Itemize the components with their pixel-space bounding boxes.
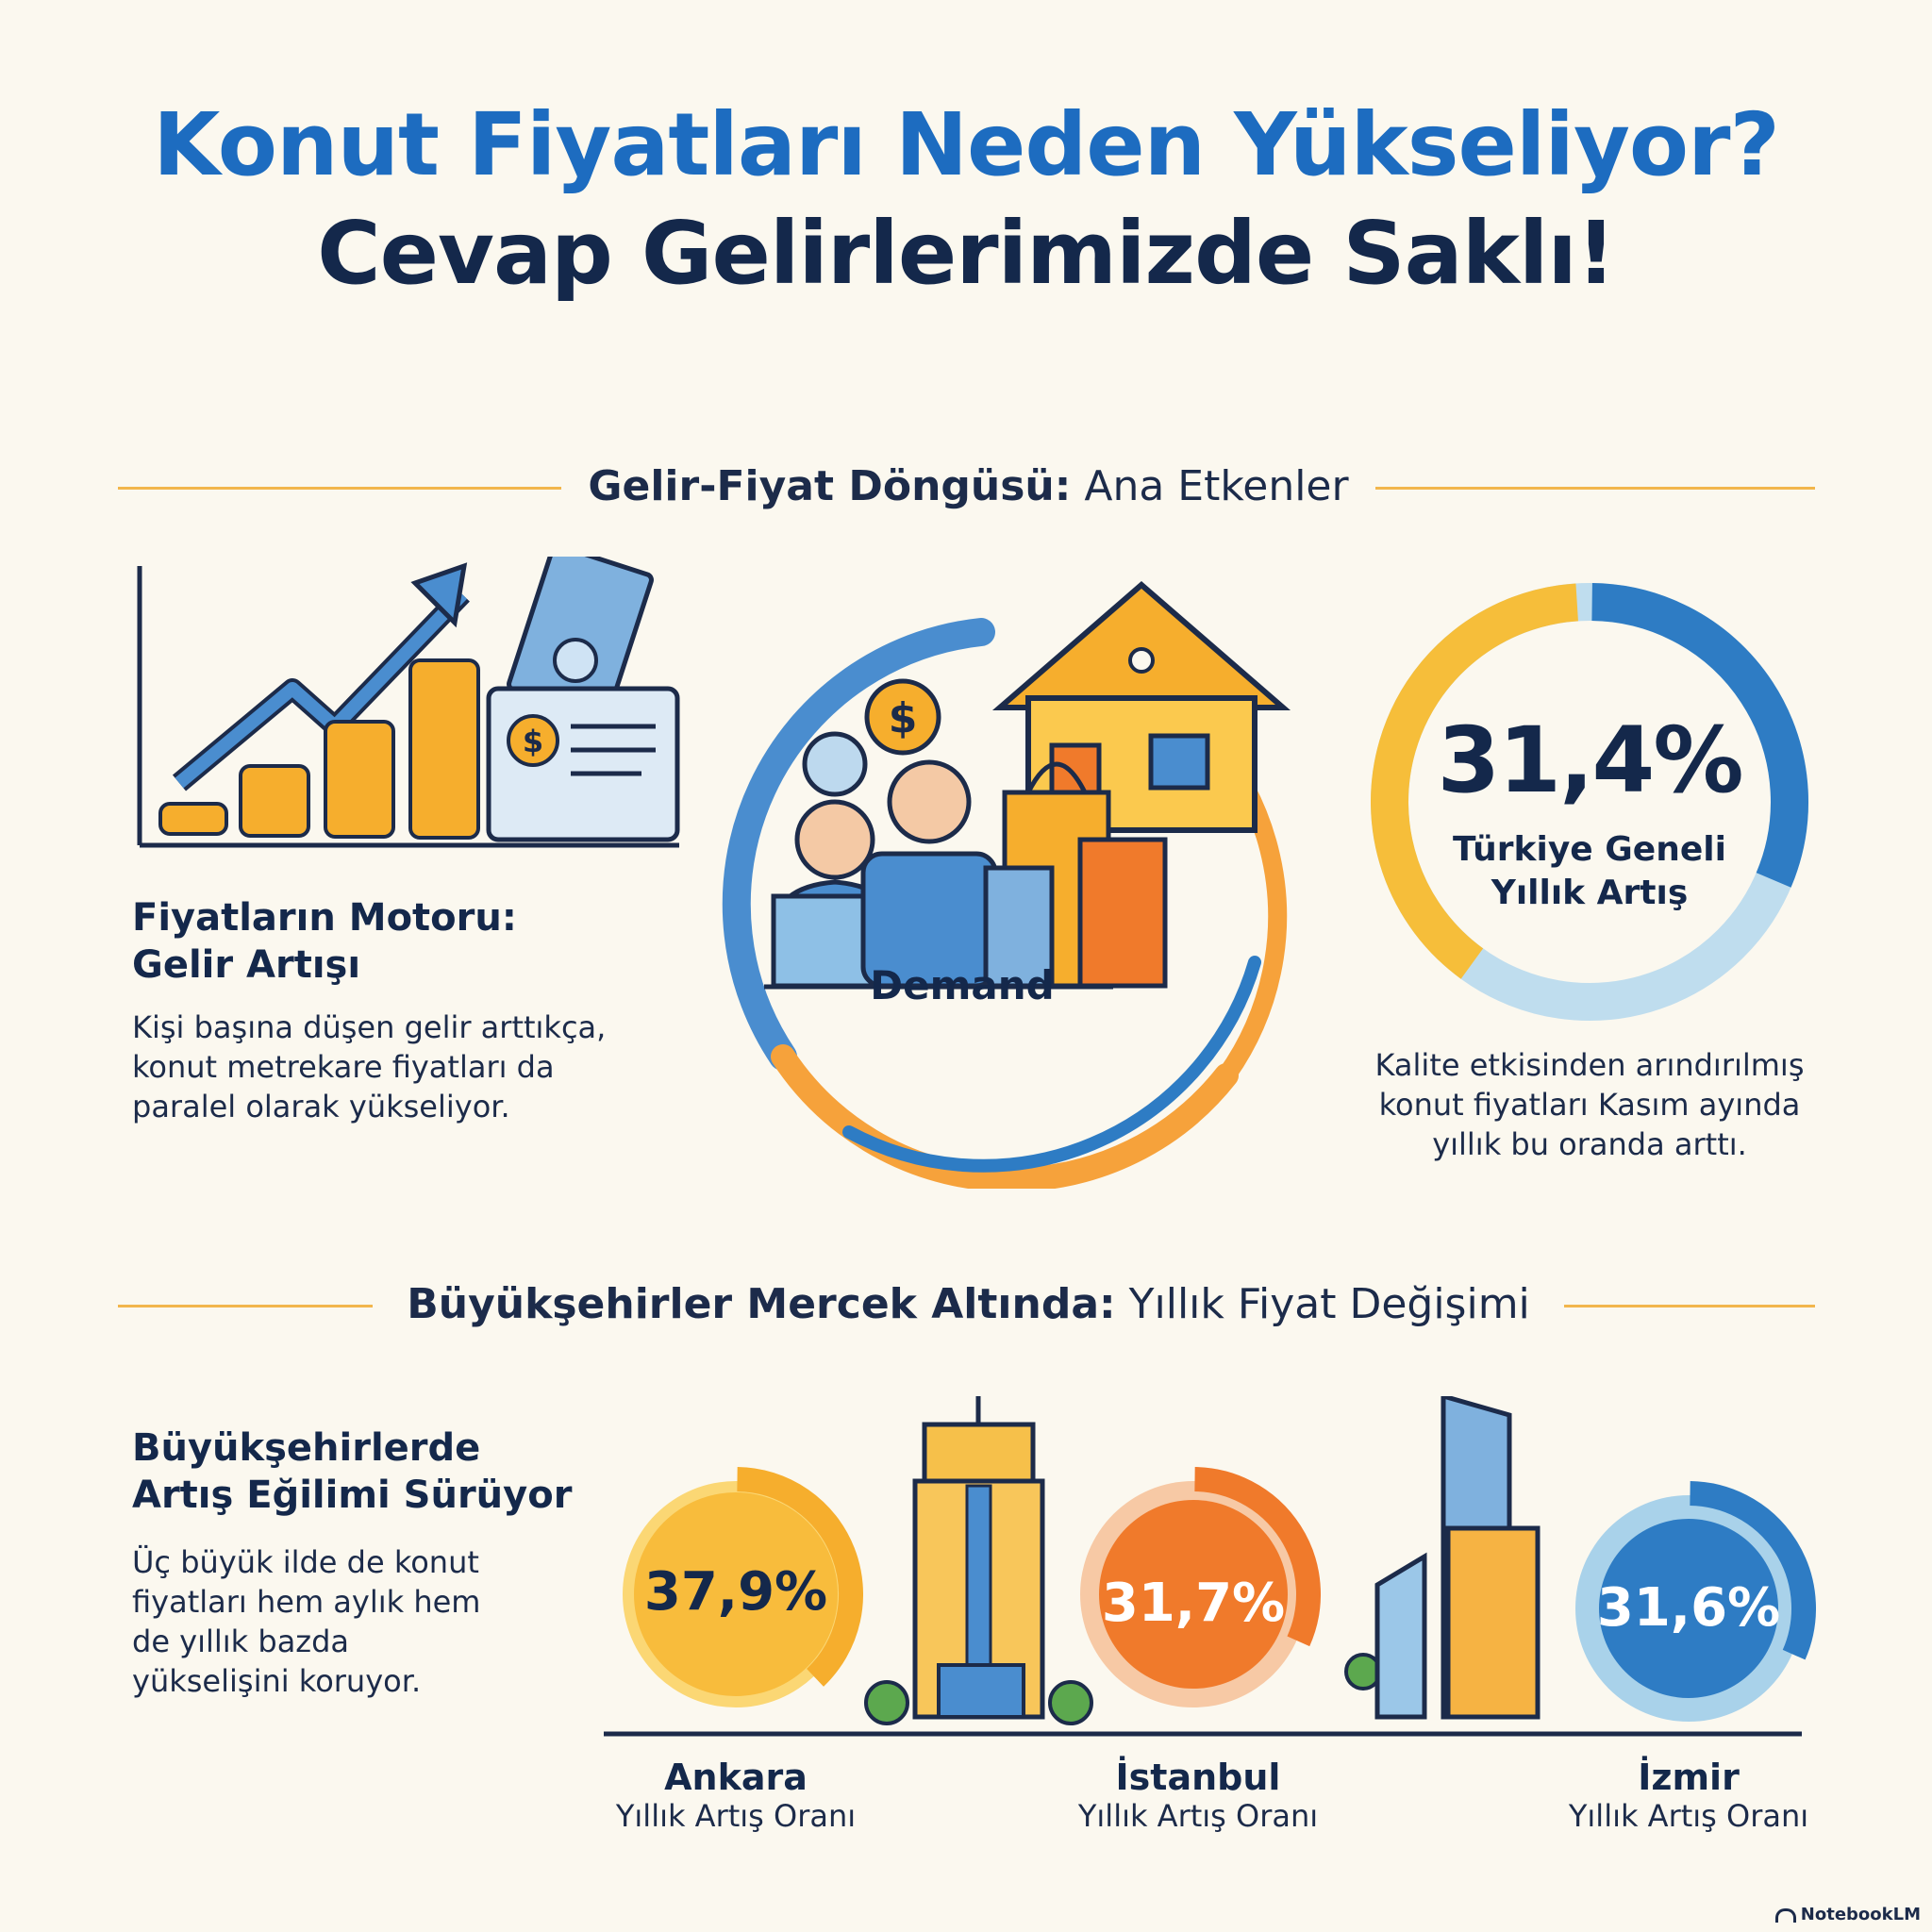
chart-axes-icon (137, 566, 679, 848)
ankara-name: Ankara (664, 1757, 808, 1798)
trend-body-line1: Üç büyük ilde de konut (132, 1544, 479, 1580)
trend-arrow-icon (172, 562, 470, 791)
izmir-sub: Yıllık Artış Oranı (1568, 1798, 1809, 1834)
speech-bubble-dollar-icon: $ (802, 678, 941, 797)
motor-body-line1: Kişi başına düşen gelir arttıkça, (132, 1009, 607, 1045)
section1-heading: Gelir-Fiyat Döngüsü: Ana Etkenler (561, 462, 1375, 510)
section1-divider-left (118, 487, 561, 490)
izmir-value: 31,6% (1596, 1577, 1781, 1639)
izmir-ring-value-arc (1690, 1481, 1816, 1660)
motor-title-line1: Fiyatların Motoru: (132, 896, 517, 940)
ankara-caption: Ankara Yıllık Artış Oranı (575, 1757, 896, 1834)
ankara-value: 37,9% (643, 1561, 828, 1623)
national-note: Kalite etkisinden arındırılmış konut fiy… (1325, 1045, 1854, 1164)
izmir-ring-fill (1599, 1519, 1778, 1698)
istanbul-ring-fill (1099, 1500, 1288, 1689)
national-value: 31,4% (1437, 708, 1743, 813)
income-growth-illustration: $ (137, 557, 680, 848)
trend-title-line1: Büyükşehirlerde (132, 1426, 481, 1470)
family-icon (771, 759, 998, 989)
national-note-line1: Kalite etkisinden arındırılmış (1374, 1047, 1805, 1083)
trend-description: Üç büyük ilde de konut fiyatları hem ayl… (132, 1542, 547, 1701)
trend-body-line4: yükselişini koruyor. (132, 1663, 422, 1699)
page-title-line1: Konut Fiyatları Neden Yükseliyor? (153, 94, 1780, 195)
coin-stacks-icon (158, 658, 480, 840)
istanbul-value: 31,7% (1101, 1573, 1286, 1634)
shopping-bags-icon (983, 761, 1168, 989)
brand-name: NotebookLM (1800, 1905, 1921, 1924)
brand-logo-icon (1774, 1908, 1796, 1923)
city-skyline-illustration (604, 1396, 1802, 1737)
ankara-ring-chart (623, 1467, 863, 1707)
national-label-line2: Yıllık Artış (1491, 874, 1689, 912)
ankara-ring-fill (634, 1492, 838, 1696)
section1-heading-light: Ana Etkenler (1084, 462, 1349, 510)
istanbul-ring-chart (1080, 1467, 1321, 1707)
svg-text:$: $ (523, 724, 543, 759)
wallet-card-icon: $ (486, 686, 680, 842)
istanbul-sub: Yıllık Artış Oranı (1077, 1798, 1319, 1834)
trend-body-line2: fiyatları hem aylık hem (132, 1584, 481, 1620)
izmir-name: İzmir (1638, 1757, 1740, 1798)
section2-divider-left (118, 1305, 373, 1307)
section2-heading: Büyükşehirler Mercek Altında: Yıllık Fiy… (373, 1280, 1564, 1328)
ankara-ring-value-arc (737, 1467, 863, 1687)
national-ring-value-arc (1591, 583, 1808, 888)
brand-watermark: NotebookLM (1774, 1905, 1921, 1924)
istanbul-ring-value-arc (1194, 1467, 1321, 1647)
svg-text:$: $ (889, 694, 918, 742)
izmir-ring-chart (1575, 1481, 1816, 1722)
trend-title-line2: Artış Eğilimi Sürüyor (132, 1474, 573, 1517)
istanbul-caption: İstanbul Yıllık Artış Oranı (1038, 1757, 1358, 1834)
section2-divider-right (1564, 1305, 1815, 1307)
izmir-caption: İzmir Yıllık Artış Oranı (1528, 1757, 1849, 1834)
section2-heading-bold: Büyükşehirler Mercek Altında: (407, 1280, 1116, 1328)
national-ring-accent (1371, 583, 1579, 979)
page-title-line2: Cevap Gelirlerimizde Saklı! (317, 203, 1616, 304)
ankara-tower-icon (912, 1396, 1045, 1720)
motor-title: Fiyatların Motoru: Gelir Artışı (132, 894, 623, 989)
demand-cycle-illustration: $ (722, 581, 1291, 1189)
istanbul-name: İstanbul (1115, 1757, 1281, 1798)
national-note-line3: yıllık bu oranda arttı. (1432, 1126, 1747, 1162)
ankara-sub: Yıllık Artış Oranı (615, 1798, 857, 1834)
motor-title-line2: Gelir Artışı (132, 943, 361, 987)
motor-body-line3: paralel olarak yükseliyor. (132, 1089, 510, 1124)
national-note-line2: konut fiyatları Kasım ayında (1378, 1087, 1801, 1123)
izmir-towers-icon (1374, 1396, 1541, 1720)
section1-divider-right (1375, 487, 1815, 490)
motor-description: Kişi başına düşen gelir arttıkça, konut … (132, 1008, 660, 1126)
national-ring-chart (1371, 583, 1808, 1021)
motor-body-line2: konut metrekare fiyatları da (132, 1049, 555, 1085)
section2-heading-light: Yıllık Fiyat Değişimi (1128, 1280, 1530, 1328)
national-label-line1: Türkiye Geneli (1453, 830, 1726, 869)
trees-icon (864, 1653, 1382, 1725)
trend-title: Büyükşehirlerde Artış Eğilimi Sürüyor (132, 1424, 623, 1519)
banknote-icon (507, 557, 654, 722)
trend-body-line3: de yıllık bazda (132, 1624, 350, 1659)
section1-heading-bold: Gelir-Fiyat Döngüsü: (588, 462, 1072, 510)
national-label: Türkiye Geneli Yıllık Artış (1401, 828, 1778, 915)
demand-label: Demand (870, 962, 1055, 1008)
